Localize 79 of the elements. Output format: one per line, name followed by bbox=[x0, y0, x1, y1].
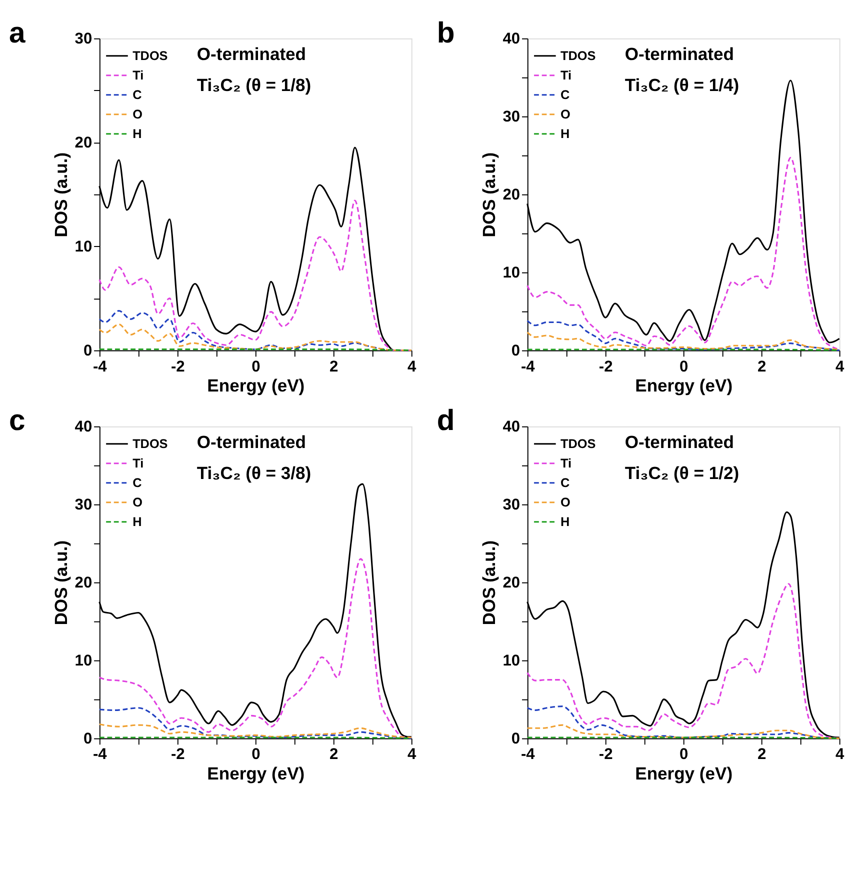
annotation: Ti₃C₂ (θ = 1/2) bbox=[624, 462, 740, 483]
x-tick-label: -4 bbox=[92, 746, 108, 764]
legend-label: O bbox=[560, 495, 571, 510]
x-tick-label: 4 bbox=[835, 746, 844, 764]
legend-label: H bbox=[132, 126, 142, 141]
x-tick-label: 0 bbox=[680, 746, 689, 764]
x-tick-label: 2 bbox=[330, 746, 339, 764]
y-axis-title: DOS (a.u.) bbox=[50, 152, 71, 238]
y-tick-label: 20 bbox=[74, 134, 92, 152]
y-axis-title: DOS (a.u.) bbox=[50, 540, 71, 626]
x-tick-label: 4 bbox=[408, 358, 417, 376]
legend-label: Ti bbox=[560, 68, 572, 82]
x-tick-label: -2 bbox=[170, 358, 186, 376]
x-tick-label: -2 bbox=[598, 358, 614, 376]
y-tick-label: 0 bbox=[83, 730, 92, 748]
x-tick-label: 4 bbox=[408, 746, 417, 764]
annotation: O-terminated bbox=[196, 432, 306, 452]
x-tick-label: -2 bbox=[598, 746, 614, 764]
legend-label: O bbox=[560, 107, 571, 122]
legend-label: Ti bbox=[132, 68, 144, 82]
legend-label: TDOS bbox=[560, 48, 596, 63]
legend-label: TDOS bbox=[132, 436, 168, 451]
x-tick-label: -4 bbox=[520, 746, 536, 764]
x-axis-title: Energy (eV) bbox=[635, 376, 733, 396]
y-tick-label: 0 bbox=[511, 342, 520, 360]
y-tick-label: 20 bbox=[502, 574, 520, 592]
y-tick-label: 10 bbox=[502, 652, 520, 670]
x-axis-title: Energy (eV) bbox=[207, 376, 305, 396]
x-tick-label: 0 bbox=[252, 358, 261, 376]
y-tick-label: 40 bbox=[502, 418, 520, 436]
legend-label: O bbox=[132, 495, 143, 510]
legend-label: C bbox=[560, 88, 570, 102]
y-tick-label: 30 bbox=[502, 108, 520, 126]
x-tick-label: 2 bbox=[757, 358, 766, 376]
y-tick-label: 10 bbox=[74, 652, 92, 670]
chart-title: b bbox=[436, 17, 455, 50]
y-tick-label: 10 bbox=[74, 238, 92, 256]
legend-label: C bbox=[132, 88, 142, 102]
legend-label: TDOS bbox=[132, 48, 168, 63]
x-tick-label: -4 bbox=[92, 358, 108, 376]
y-tick-label: 40 bbox=[74, 418, 92, 436]
chart-title: a bbox=[8, 17, 26, 50]
x-tick-label: 0 bbox=[252, 746, 261, 764]
legend-label: H bbox=[560, 514, 570, 529]
y-axis-title: DOS (a.u.) bbox=[478, 540, 499, 626]
y-tick-label: 10 bbox=[502, 264, 520, 282]
x-tick-label: 2 bbox=[330, 358, 339, 376]
legend-label: H bbox=[560, 126, 570, 141]
chart-title: c bbox=[8, 405, 26, 438]
annotation: Ti₃C₂ (θ = 1/8) bbox=[196, 75, 312, 96]
y-axis-title: DOS (a.u.) bbox=[478, 152, 499, 238]
legend-label: Ti bbox=[560, 456, 572, 470]
y-tick-label: 30 bbox=[502, 496, 520, 514]
legend-label: O bbox=[132, 107, 143, 122]
legend-label: H bbox=[132, 514, 142, 529]
legend-label: Ti bbox=[132, 456, 144, 470]
annotation: O-terminated bbox=[624, 44, 734, 64]
y-tick-label: 0 bbox=[511, 730, 520, 748]
x-axis-title: Energy (eV) bbox=[635, 764, 733, 784]
y-tick-label: 20 bbox=[74, 574, 92, 592]
x-tick-label: -2 bbox=[170, 746, 186, 764]
x-tick-label: 4 bbox=[835, 358, 844, 376]
y-tick-label: 20 bbox=[502, 186, 520, 204]
annotation: Ti₃C₂ (θ = 3/8) bbox=[196, 462, 312, 483]
annotation: Ti₃C₂ (θ = 1/4) bbox=[624, 75, 740, 96]
x-tick-label: 2 bbox=[757, 746, 766, 764]
y-tick-label: 0 bbox=[83, 342, 92, 360]
x-tick-label: -4 bbox=[520, 358, 536, 376]
legend-label: TDOS bbox=[560, 436, 596, 451]
legend-label: C bbox=[560, 476, 570, 490]
chart-title: d bbox=[436, 405, 455, 438]
x-tick-label: 0 bbox=[680, 358, 689, 376]
x-axis-title: Energy (eV) bbox=[207, 764, 305, 784]
y-tick-label: 40 bbox=[502, 30, 520, 48]
y-tick-label: 30 bbox=[74, 30, 92, 48]
y-tick-label: 30 bbox=[74, 496, 92, 514]
annotation: O-terminated bbox=[196, 44, 306, 64]
annotation: O-terminated bbox=[624, 432, 734, 452]
legend-label: C bbox=[132, 476, 142, 490]
